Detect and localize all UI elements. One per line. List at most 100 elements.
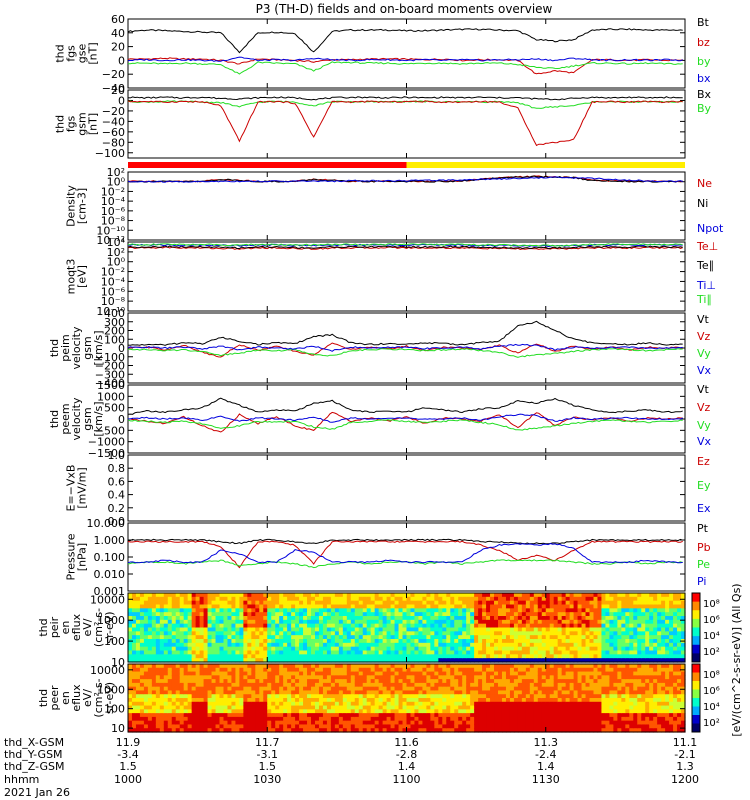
spectrogram-cell: [195, 671, 201, 676]
spectrogram-cell: [609, 631, 614, 636]
spectrogram-cell: [398, 642, 404, 648]
spectrogram-cell: [486, 716, 491, 722]
spectrogram-cell: [370, 608, 376, 613]
spectrogram-cell: [486, 650, 491, 655]
spectrogram-cell: [378, 724, 384, 729]
spectrogram-cell: [167, 604, 173, 609]
spectrogram-cell: [549, 646, 555, 652]
spectrogram-cell: [143, 593, 149, 598]
spectrogram-cell: [151, 604, 157, 609]
spectrogram-cell: [231, 600, 237, 606]
spectrogram-cell: [442, 713, 447, 718]
spectrogram-cell: [255, 698, 260, 703]
spectrogram-cell: [346, 716, 352, 722]
spectrogram-cell: [501, 596, 507, 602]
spectrogram-cell: [533, 596, 539, 602]
spectrogram-cell: [573, 650, 579, 655]
spectrogram-cell: [267, 650, 272, 655]
spectrogram-cell: [151, 667, 157, 673]
spectrogram-cell: [191, 596, 197, 602]
spectrogram-cell: [155, 608, 161, 613]
spectrogram-cell: [263, 682, 268, 688]
spectrogram-cell: [509, 671, 515, 676]
spectrogram-cell: [187, 658, 193, 663]
spectrogram-cell: [657, 650, 662, 655]
spectrogram-cell: [183, 664, 189, 669]
spectrogram-cell: [251, 716, 256, 722]
spectrogram-cell: [334, 720, 340, 726]
spectrogram-cell: [394, 612, 400, 617]
spectrogram-cell: [426, 646, 431, 652]
spectrogram-cell: [450, 631, 455, 636]
spectrogram-cell: [207, 623, 213, 629]
spectrogram-cell: [521, 627, 527, 632]
spectrogram-cell: [422, 658, 427, 663]
spectrogram-cell: [537, 627, 543, 632]
spectrogram-cell: [366, 600, 372, 606]
spectrogram-cell: [673, 627, 678, 632]
spectrogram-cell: [187, 650, 193, 655]
spectrogram-cell: [203, 631, 209, 636]
spectrogram-cell: [263, 616, 268, 621]
spectrogram-cell: [203, 608, 209, 613]
spectrogram-cell: [442, 705, 447, 710]
spectrogram-cell: [486, 709, 491, 714]
spectrogram-cell: [545, 631, 551, 636]
spectrogram-cell: [259, 593, 264, 598]
spectrogram-cell: [418, 698, 424, 703]
spectrogram-cell: [215, 642, 221, 648]
spectrogram-cell: [434, 728, 439, 733]
spectrogram-cell: [509, 664, 515, 669]
spectrogram-cell: [629, 596, 634, 602]
spectrogram-cell: [454, 690, 459, 695]
spectrogram-cell: [494, 612, 499, 617]
spectrogram-cell: [498, 635, 503, 640]
spectrogram-cell: [470, 616, 475, 621]
spectrogram-cell: [565, 690, 571, 695]
spectrogram-cell: [219, 616, 225, 621]
spectrogram-cell: [458, 694, 463, 699]
spectrogram-cell: [613, 650, 618, 655]
y-axis-label: eflux: [70, 613, 83, 641]
spectrogram-cell: [199, 627, 205, 632]
spectrogram-cell: [458, 724, 463, 729]
panel-frame: [127, 89, 686, 159]
spectrogram-cell: [406, 623, 412, 629]
spectrogram-cell: [271, 604, 276, 609]
spectrogram-cell: [605, 639, 611, 644]
spectrogram-cell: [673, 593, 678, 598]
spectrogram-cell: [422, 698, 427, 703]
spectrogram-cell: [147, 631, 153, 636]
spectrogram-cell: [649, 627, 654, 632]
spectrogram-cell: [287, 654, 292, 659]
spectrogram-cell: [283, 646, 288, 652]
spectrogram-cell: [342, 646, 348, 652]
spectrogram-cell: [223, 709, 229, 714]
spectrogram-cell: [314, 650, 320, 655]
spectrogram-cell: [549, 671, 555, 676]
spectrogram-cell: [378, 654, 384, 659]
spectrogram-cell: [215, 608, 221, 613]
spectrogram-cell: [466, 608, 471, 613]
spectrogram-cell: [307, 709, 312, 714]
spectrogram-cell: [593, 604, 599, 609]
spectrogram-cell: [227, 635, 233, 640]
spectrogram-cell: [235, 720, 240, 726]
spectrogram-cell: [287, 635, 292, 640]
spectrogram-cell: [553, 720, 559, 726]
spectrogram-cell: [549, 616, 555, 621]
spectrogram-cell: [398, 720, 404, 726]
spectrogram-cell: [525, 694, 531, 699]
spectrogram-cell: [653, 658, 658, 663]
spectrogram-cell: [525, 728, 531, 733]
spectrogram-cell: [398, 639, 404, 644]
spectrogram-cell: [398, 608, 404, 613]
spectrogram-cell: [585, 631, 591, 636]
spectrogram-cell: [131, 635, 137, 640]
spectrogram-cell: [418, 720, 424, 726]
spectrogram-cell: [585, 690, 591, 695]
spectrogram-cell: [398, 667, 404, 673]
spectrogram-cell: [557, 686, 563, 692]
legend-label: Pe: [697, 558, 710, 571]
spectrogram-cell: [275, 658, 280, 663]
